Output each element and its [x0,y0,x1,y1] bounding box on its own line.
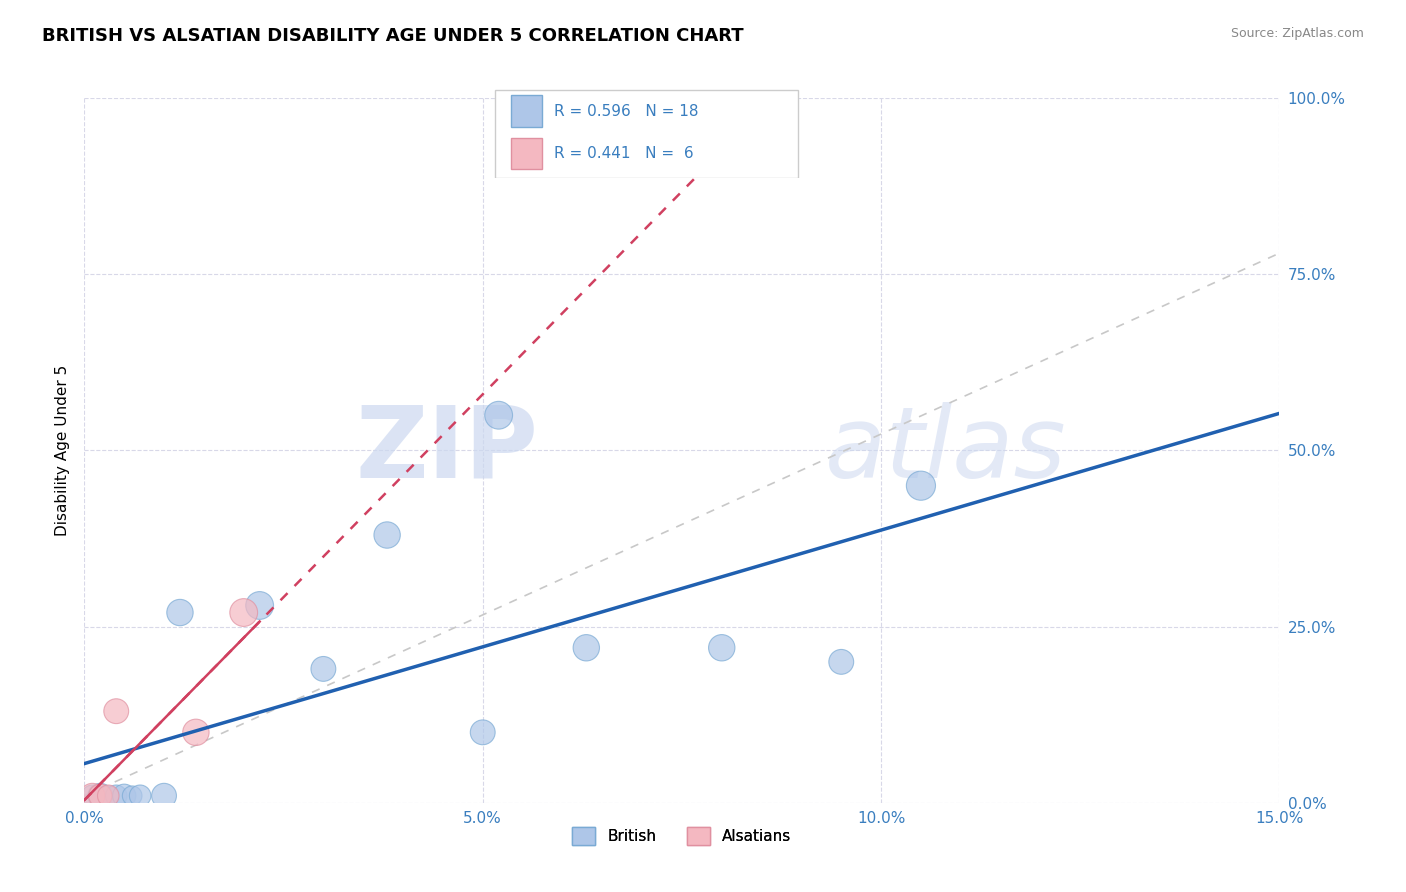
Point [89,789,111,803]
FancyBboxPatch shape [510,138,541,169]
Point [488,408,510,422]
Point [89,789,111,803]
Point [575,640,598,655]
Point [97,789,120,803]
Point [82,789,104,803]
Y-axis label: Disability Age Under 5: Disability Age Under 5 [55,365,70,536]
Text: Source: ZipAtlas.com: Source: ZipAtlas.com [1230,27,1364,40]
Text: BRITISH VS ALSATIAN DISABILITY AGE UNDER 5 CORRELATION CHART: BRITISH VS ALSATIAN DISABILITY AGE UNDER… [42,27,744,45]
FancyBboxPatch shape [495,90,799,178]
Point [375,528,398,542]
Point [830,655,852,669]
Point [129,789,152,803]
Text: atlas: atlas [825,402,1067,499]
Point [153,789,176,803]
Point [249,599,271,613]
Point [232,606,254,620]
Point [97,789,120,803]
Text: ZIP: ZIP [356,402,538,499]
Point [312,662,335,676]
Point [121,789,143,803]
Point [169,606,191,620]
FancyBboxPatch shape [510,95,541,127]
Text: R = 0.596   N = 18: R = 0.596 N = 18 [554,104,699,119]
Point [910,478,932,492]
Point [112,789,135,803]
Text: R = 0.441   N =  6: R = 0.441 N = 6 [554,146,693,161]
Point [184,725,207,739]
Legend: British, Alsatians: British, Alsatians [567,821,797,852]
Point [105,704,128,718]
Point [710,640,733,655]
Point [471,725,494,739]
Point [105,789,128,803]
Point [82,789,104,803]
